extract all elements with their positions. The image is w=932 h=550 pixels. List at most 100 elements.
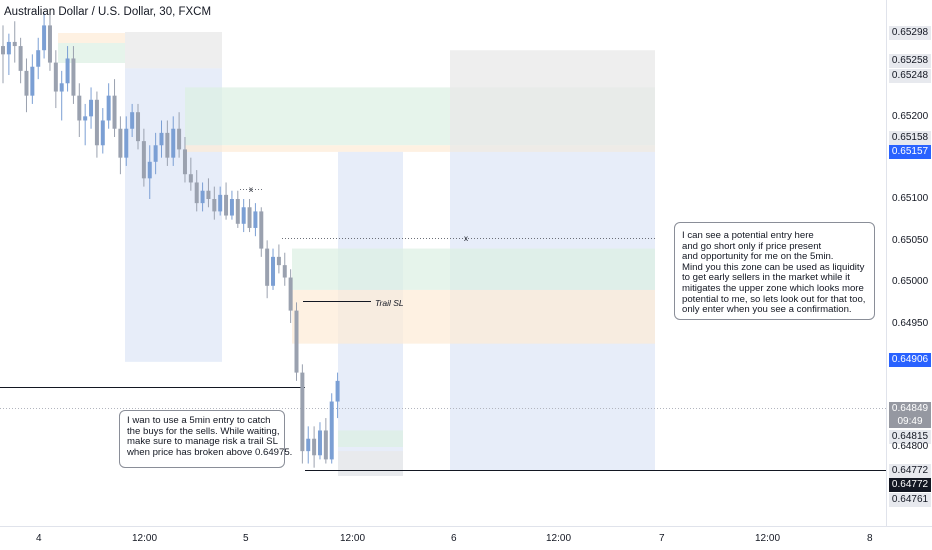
price-label-value: 0.64849 bbox=[891, 403, 929, 414]
time-tick: 8 bbox=[867, 533, 873, 544]
price-label-value: 0.64906 bbox=[891, 354, 929, 365]
time-tick: 12:00 bbox=[755, 533, 781, 544]
candle bbox=[312, 426, 317, 468]
price-label-value: 0.65258 bbox=[891, 55, 929, 66]
candle bbox=[153, 132, 158, 175]
price-label: 0.64849 09:49 bbox=[889, 402, 931, 428]
candle-body bbox=[229, 199, 234, 216]
candle bbox=[118, 116, 123, 175]
candle bbox=[288, 269, 293, 323]
candle bbox=[53, 50, 58, 109]
orange-zone-lower bbox=[292, 289, 655, 344]
candle-body bbox=[24, 70, 29, 96]
candle bbox=[212, 186, 217, 220]
candle bbox=[188, 157, 193, 191]
left-annotation[interactable]: I wan to use a 5min entry to catch the b… bbox=[119, 410, 293, 468]
time-tick: 7 bbox=[659, 533, 665, 544]
price-label: 0.64772 bbox=[889, 478, 931, 492]
candle bbox=[136, 103, 141, 150]
price-tick: 0.65200 bbox=[892, 111, 929, 122]
candle-body bbox=[118, 128, 123, 158]
candle-body bbox=[106, 95, 111, 121]
price-label: 0.64772 bbox=[889, 464, 931, 478]
candle-body bbox=[165, 132, 170, 158]
candle bbox=[83, 103, 88, 146]
candle-body bbox=[30, 66, 35, 96]
candle-body bbox=[12, 41, 17, 47]
candle bbox=[65, 46, 70, 92]
candle-body bbox=[241, 207, 246, 224]
right-note-line: only enter when you see a confirmation. bbox=[682, 304, 852, 316]
price-label-value: 0.64815 bbox=[891, 431, 929, 442]
candle bbox=[253, 203, 258, 237]
candle-body bbox=[247, 207, 252, 228]
price-label-value: 0.64761 bbox=[891, 494, 929, 505]
time-tick: 6 bbox=[451, 533, 457, 544]
candle-body bbox=[112, 95, 117, 129]
price-label-value: 0.65248 bbox=[891, 70, 929, 81]
candle bbox=[6, 33, 11, 75]
price-label: 0.64906 bbox=[889, 353, 931, 367]
candle-body bbox=[171, 128, 176, 158]
left-note-line: I wan to use a 5min entry to catch bbox=[127, 415, 271, 426]
candle bbox=[77, 83, 82, 137]
candle bbox=[177, 112, 182, 158]
price-label-value: 0.65158 bbox=[891, 132, 929, 143]
candle bbox=[124, 116, 129, 166]
candle-body bbox=[323, 430, 328, 460]
price-tick: 0.64800 bbox=[892, 441, 929, 452]
candle bbox=[271, 248, 276, 290]
candle bbox=[241, 199, 246, 233]
candle bbox=[147, 145, 152, 199]
price-label: 0.65158 bbox=[889, 131, 931, 145]
right-annotation[interactable]: I can see a potential entry here and go … bbox=[674, 222, 875, 320]
time-tick: 4 bbox=[36, 533, 42, 544]
candle bbox=[71, 46, 76, 104]
candle-body bbox=[130, 112, 135, 129]
candle-body bbox=[329, 401, 334, 460]
candle-body bbox=[83, 116, 88, 121]
gray-zone-top-left bbox=[125, 32, 222, 69]
candle-body bbox=[206, 190, 211, 199]
price-tick: 0.65000 bbox=[892, 276, 929, 287]
time-tick: 12:00 bbox=[340, 533, 366, 544]
candle bbox=[1, 25, 5, 84]
candles-layer bbox=[1, 13, 340, 468]
candle-body bbox=[177, 128, 182, 150]
x-marker: x bbox=[464, 234, 468, 243]
price-label-value: 0.64772 bbox=[891, 479, 929, 490]
candle bbox=[206, 178, 211, 208]
candle-body bbox=[276, 256, 281, 266]
left-note-line: when price has broken above 0.64975. bbox=[127, 446, 293, 458]
candle-body bbox=[306, 438, 311, 452]
candle-body bbox=[182, 149, 187, 175]
candle bbox=[59, 70, 64, 121]
candle bbox=[171, 116, 176, 166]
candle-body bbox=[253, 211, 258, 228]
candle bbox=[18, 37, 23, 84]
right-note-line: Mind you this zone can be used as liquid… bbox=[682, 261, 865, 273]
price-label: 0.65248 bbox=[889, 69, 931, 83]
candle-body bbox=[6, 41, 11, 55]
candle-body bbox=[159, 132, 164, 146]
candle bbox=[276, 244, 281, 274]
candle bbox=[100, 108, 105, 154]
candle-body bbox=[47, 25, 52, 63]
right-note-line: potential to me, so lets look out for th… bbox=[682, 293, 866, 305]
price-label-countdown: 09:49 bbox=[897, 416, 923, 427]
candle bbox=[247, 199, 252, 233]
candle bbox=[335, 372, 340, 419]
candle bbox=[24, 58, 29, 113]
candle bbox=[200, 182, 205, 212]
left-note-line: make sure to manage risk a trail SL bbox=[127, 436, 278, 448]
candle bbox=[30, 54, 35, 104]
candle bbox=[112, 79, 117, 137]
candle-body bbox=[53, 62, 58, 92]
price-tick: 0.65050 bbox=[892, 235, 929, 246]
candle bbox=[282, 252, 287, 286]
candle bbox=[229, 190, 234, 220]
time-tick: 5 bbox=[243, 533, 249, 544]
candle-body bbox=[71, 58, 76, 96]
orange-zone-top-left bbox=[58, 33, 125, 43]
